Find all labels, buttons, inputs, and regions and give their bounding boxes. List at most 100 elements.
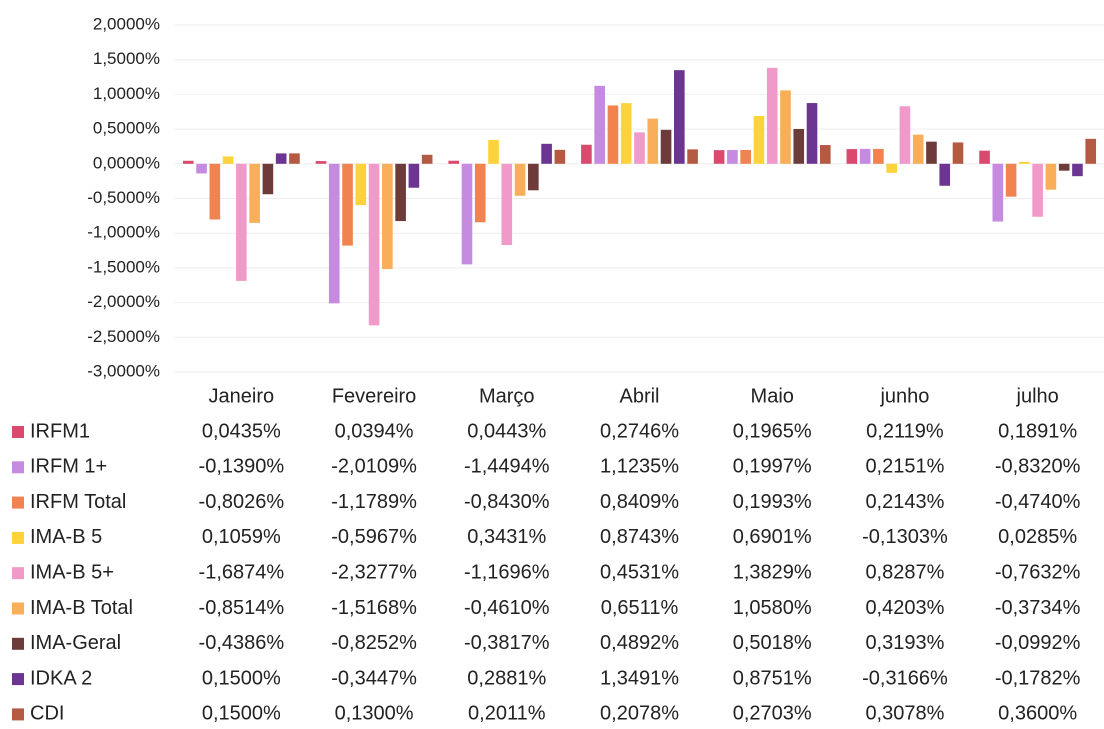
- table-cell: 0,1997%: [733, 456, 812, 478]
- x-tick-label: Maio: [751, 385, 794, 407]
- x-tick-label: Fevereiro: [332, 385, 416, 407]
- bar: [474, 163, 486, 223]
- bar: [727, 149, 738, 164]
- bar: [766, 67, 778, 164]
- table-cell: -2,0109%: [331, 456, 417, 478]
- x-tick-label: Março: [479, 385, 535, 407]
- x-tick-label: Janeiro: [209, 385, 275, 407]
- table-cell: 0,1500%: [202, 667, 281, 689]
- table-cell: -0,8320%: [995, 456, 1081, 478]
- x-tick-label: junho: [879, 385, 929, 407]
- bar: [634, 132, 645, 164]
- bar: [209, 163, 221, 220]
- table-cell: 0,0435%: [202, 420, 281, 442]
- table-cell: -0,4386%: [199, 632, 285, 654]
- bar: [182, 160, 194, 164]
- bar: [926, 141, 937, 164]
- bar: [1045, 163, 1057, 190]
- bar: [793, 128, 805, 164]
- table-cell: 1,1235%: [600, 456, 679, 478]
- table-cell: -0,1303%: [862, 526, 948, 548]
- bar: [528, 163, 539, 191]
- x-tick-label: Abril: [619, 385, 659, 407]
- table-cell: -1,5168%: [331, 597, 417, 619]
- y-tick-label: -1,5000%: [87, 257, 160, 276]
- table-cell: -0,5967%: [331, 526, 417, 548]
- table-cell: 0,2881%: [467, 667, 546, 689]
- table-cell: 0,3600%: [998, 703, 1077, 725]
- table-cell: -0,4610%: [464, 597, 550, 619]
- bar: [355, 163, 367, 206]
- y-tick-label: 0,0000%: [93, 153, 160, 172]
- table-cell: 0,8751%: [733, 667, 812, 689]
- table-cell: -0,0992%: [995, 632, 1081, 654]
- table-cell: 0,2746%: [600, 420, 679, 442]
- legend-label: CDI: [30, 703, 64, 725]
- bar: [740, 149, 751, 164]
- bar: [594, 85, 605, 164]
- table-cell: 0,5018%: [733, 632, 812, 654]
- y-tick-label: 0,5000%: [93, 119, 160, 138]
- table-cell: 1,0580%: [733, 597, 812, 619]
- bar: [395, 163, 406, 222]
- table-cell: 0,1300%: [335, 703, 414, 725]
- bar: [753, 115, 765, 164]
- table-cell: 0,0443%: [467, 420, 546, 442]
- table-cell: -0,1782%: [995, 667, 1081, 689]
- legend-swatch: [12, 461, 24, 474]
- table-cell: -0,8514%: [199, 597, 285, 619]
- table-cell: -0,8430%: [464, 491, 550, 513]
- table-cell: -0,3817%: [464, 632, 550, 654]
- bar: [674, 70, 685, 164]
- bar: [581, 144, 592, 164]
- legend-label: IDKA 2: [30, 667, 92, 689]
- table-cell: -0,8026%: [199, 491, 285, 513]
- bar: [488, 139, 499, 164]
- table-cell: 1,3829%: [733, 561, 812, 583]
- bar: [873, 148, 884, 164]
- bar: [620, 103, 632, 164]
- bar: [408, 163, 420, 188]
- legend-swatch: [12, 496, 24, 509]
- table-cell: 0,2011%: [468, 703, 546, 725]
- table-cell: 0,1059%: [202, 526, 281, 548]
- table-cell: -2,3277%: [331, 561, 417, 583]
- bar: [328, 163, 340, 304]
- table-cell: -1,1789%: [331, 491, 417, 513]
- bar: [939, 163, 951, 186]
- bar: [1072, 163, 1083, 177]
- table-cell: 1,3491%: [600, 667, 679, 689]
- bar: [289, 153, 300, 164]
- legend-swatch: [12, 708, 24, 721]
- table-cell: -0,3734%: [995, 597, 1081, 619]
- bar: [647, 118, 659, 164]
- legend-swatch: [12, 637, 24, 650]
- table-cell: 0,2151%: [865, 456, 944, 478]
- bar: [461, 163, 473, 265]
- bar: [249, 163, 260, 223]
- bar: [952, 142, 964, 164]
- y-tick-label: 1,5000%: [93, 49, 160, 68]
- legend-swatch: [12, 531, 24, 544]
- table-cell: -0,7632%: [995, 561, 1081, 583]
- bar: [780, 90, 791, 164]
- legend-label: IMA-Geral: [30, 632, 121, 654]
- y-tick-label: -2,0000%: [87, 292, 160, 311]
- bar: [421, 154, 433, 164]
- bar: [382, 163, 393, 270]
- bar: [275, 153, 287, 164]
- bar: [713, 150, 725, 164]
- bar: [554, 149, 566, 164]
- legend-label: IRFM Total: [30, 491, 126, 513]
- bar: [448, 160, 460, 164]
- bar: [342, 163, 353, 246]
- table-cell: 0,1500%: [202, 703, 281, 725]
- table-cell: 0,3078%: [865, 703, 944, 725]
- legend-label: IMA-B 5+: [30, 561, 114, 583]
- bar: [660, 129, 672, 164]
- table-cell: 0,2119%: [866, 420, 944, 442]
- bar: [899, 106, 911, 164]
- table-cell: 0,3193%: [865, 632, 944, 654]
- table-cell: 0,8287%: [865, 561, 944, 583]
